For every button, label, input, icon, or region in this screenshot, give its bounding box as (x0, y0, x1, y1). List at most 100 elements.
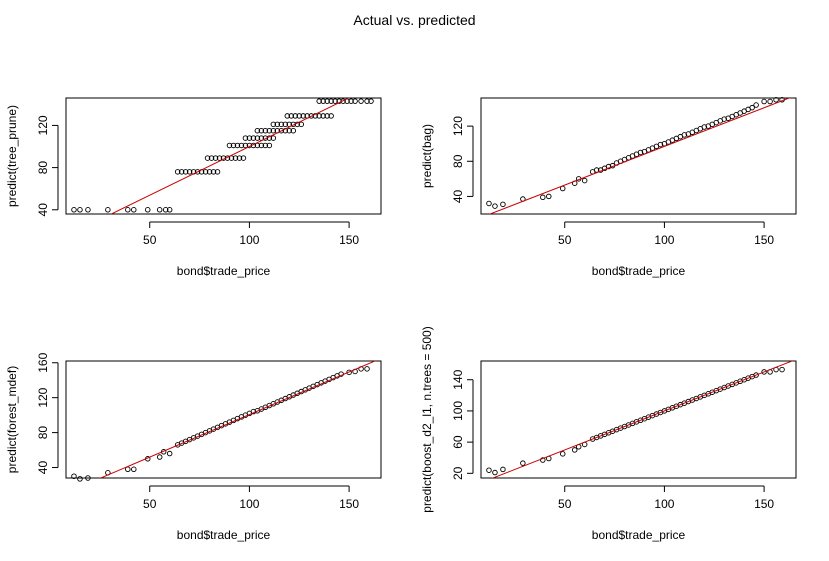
data-point (753, 102, 759, 108)
points-group (486, 97, 785, 209)
y-tick-label: 60 (451, 435, 465, 449)
x-tick-label: 100 (239, 497, 259, 511)
y-tick-label: 140 (451, 369, 465, 389)
data-point (254, 135, 261, 141)
x-tick-label: 150 (339, 497, 359, 511)
x-axis: 50 100 150 (558, 485, 774, 511)
x-axis-label: bond$trade_price (177, 528, 271, 542)
data-point (328, 113, 334, 119)
fit-line (99, 361, 377, 478)
data-point (761, 98, 767, 105)
data-point (581, 177, 588, 184)
data-point (286, 127, 293, 134)
y-tick-label: 120 (36, 387, 50, 407)
data-point (492, 203, 498, 209)
data-point (486, 467, 492, 473)
data-point (85, 475, 91, 481)
data-point (166, 207, 173, 213)
data-point (266, 127, 273, 134)
y-tick-label: 160 (36, 352, 50, 372)
data-point (174, 169, 181, 175)
data-point (681, 132, 688, 138)
data-point (182, 169, 189, 175)
data-point (262, 142, 269, 149)
data-point (340, 98, 346, 104)
data-point (767, 98, 773, 105)
data-point (156, 454, 163, 460)
fit-line (491, 361, 794, 478)
x-tick-label: 150 (754, 233, 774, 247)
data-point (262, 127, 269, 134)
y-axis: 40 80 120 (36, 115, 59, 217)
fit-line (110, 98, 350, 214)
data-point (242, 135, 249, 141)
data-point (230, 142, 237, 149)
data-point (292, 113, 299, 119)
data-point (194, 169, 201, 175)
data-point (131, 466, 137, 473)
data-point (71, 207, 77, 213)
data-point (242, 142, 249, 149)
data-point (240, 155, 247, 161)
plot-frame (480, 97, 797, 215)
data-point (358, 98, 364, 104)
plot-frame (480, 360, 797, 479)
data-point (226, 142, 233, 149)
plot-frame (65, 97, 382, 215)
data-point (657, 141, 664, 148)
data-point (320, 113, 326, 119)
data-point (605, 163, 612, 170)
data-point (346, 369, 352, 376)
data-point (324, 113, 330, 119)
x-axis-label: bond$trade_price (177, 264, 271, 278)
data-point (85, 207, 91, 213)
data-point (721, 116, 727, 122)
y-axis-label: predict(bag) (420, 124, 434, 188)
x-axis-label: bond$trade_price (592, 264, 686, 278)
data-point (316, 113, 322, 119)
y-tick-label: 80 (451, 154, 465, 168)
data-point (761, 369, 767, 375)
y-axis-label: predict(boost_d2_l1, n.trees = 500) (420, 326, 434, 512)
data-point (278, 121, 285, 128)
data-point (282, 127, 289, 134)
data-point (352, 98, 358, 104)
points-group (486, 366, 785, 476)
data-point (324, 98, 330, 104)
data-point (486, 200, 492, 207)
data-point (368, 98, 374, 104)
data-point (77, 476, 83, 482)
fit-line (488, 98, 791, 214)
y-axis: 20 60 100 140 (451, 369, 474, 480)
scatter-panel-3: 50 100 150 40 80 120 160 bond$trade_price predic… (5, 352, 382, 542)
x-axis-label: bond$trade_price (592, 528, 686, 542)
data-point (779, 366, 785, 373)
y-axis: 40 80 120 (451, 116, 474, 203)
x-axis: 50 100 150 (558, 221, 774, 247)
data-point (162, 207, 169, 213)
data-point (749, 104, 755, 111)
data-point (206, 169, 213, 175)
data-point (296, 113, 303, 119)
data-point (348, 98, 354, 104)
data-point (238, 142, 245, 149)
data-point (77, 207, 83, 213)
page-title: Actual vs. predicted (353, 12, 476, 28)
data-point (546, 193, 552, 200)
x-tick-label: 100 (654, 233, 674, 247)
data-point (328, 98, 334, 104)
data-point (332, 98, 338, 104)
points-group (71, 98, 374, 213)
data-point (753, 372, 759, 378)
points-group (71, 366, 370, 482)
data-point (300, 113, 306, 119)
y-tick-label: 40 (36, 461, 50, 475)
x-tick-label: 50 (558, 497, 572, 511)
y-tick-label: 40 (36, 203, 50, 217)
x-axis: 50 100 150 (143, 221, 359, 247)
data-point (208, 155, 215, 161)
x-axis: 50 100 150 (143, 485, 359, 511)
data-point (156, 207, 163, 213)
scatter-panel-4: 50 100 150 20 60 100 140 bond$trade_price predic… (420, 326, 797, 542)
